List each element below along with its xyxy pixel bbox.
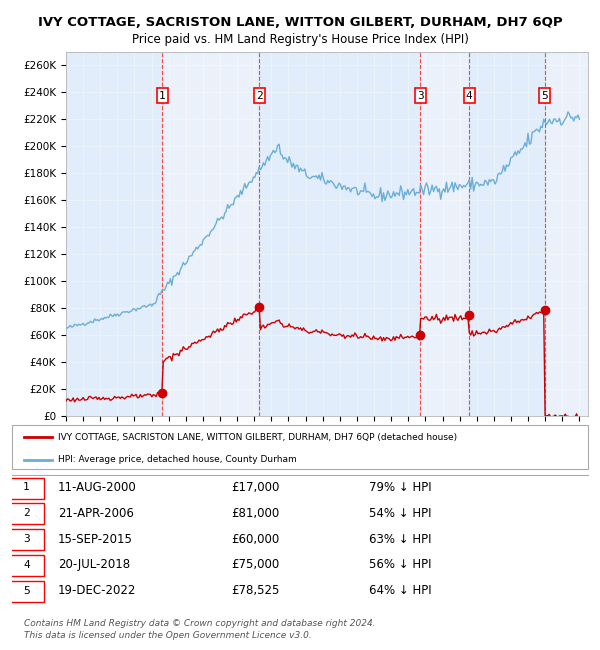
Text: 54% ↓ HPI: 54% ↓ HPI (369, 507, 431, 520)
Text: 79% ↓ HPI: 79% ↓ HPI (369, 481, 432, 494)
Bar (66, 52, 162, 416)
Text: £17,000: £17,000 (231, 481, 279, 494)
Text: 56% ↓ HPI: 56% ↓ HPI (369, 558, 431, 571)
Text: Contains HM Land Registry data © Crown copyright and database right 2024.: Contains HM Land Registry data © Crown c… (24, 619, 376, 628)
Text: 11-AUG-2000: 11-AUG-2000 (58, 481, 137, 494)
FancyBboxPatch shape (9, 555, 44, 576)
Text: IVY COTTAGE, SACRISTON LANE, WITTON GILBERT, DURHAM, DH7 6QP: IVY COTTAGE, SACRISTON LANE, WITTON GILB… (38, 16, 562, 29)
FancyBboxPatch shape (9, 581, 44, 602)
Text: £78,525: £78,525 (231, 584, 279, 597)
Text: 4: 4 (23, 560, 30, 570)
Text: HPI: Average price, detached house, County Durham: HPI: Average price, detached house, Coun… (58, 455, 297, 464)
Text: 1: 1 (23, 482, 30, 493)
Text: 3: 3 (23, 534, 30, 544)
Text: 64% ↓ HPI: 64% ↓ HPI (369, 584, 432, 597)
Text: 19-DEC-2022: 19-DEC-2022 (58, 584, 136, 597)
FancyBboxPatch shape (9, 504, 44, 525)
Bar (162, 52, 259, 416)
Text: 5: 5 (23, 586, 30, 596)
Bar (469, 52, 545, 416)
Text: 63% ↓ HPI: 63% ↓ HPI (369, 532, 431, 545)
Text: Price paid vs. HM Land Registry's House Price Index (HPI): Price paid vs. HM Land Registry's House … (131, 32, 469, 46)
Text: £60,000: £60,000 (231, 532, 279, 545)
Bar (259, 52, 421, 416)
Text: IVY COTTAGE, SACRISTON LANE, WITTON GILBERT, DURHAM, DH7 6QP (detached house): IVY COTTAGE, SACRISTON LANE, WITTON GILB… (58, 433, 457, 442)
Text: 2: 2 (256, 91, 263, 101)
Bar (545, 52, 588, 416)
FancyBboxPatch shape (9, 529, 44, 551)
Text: 5: 5 (541, 91, 548, 101)
Text: 1: 1 (159, 91, 166, 101)
FancyBboxPatch shape (12, 425, 588, 469)
Text: 2: 2 (23, 508, 30, 518)
Text: 15-SEP-2015: 15-SEP-2015 (58, 532, 133, 545)
Text: £81,000: £81,000 (231, 507, 279, 520)
Text: This data is licensed under the Open Government Licence v3.0.: This data is licensed under the Open Gov… (24, 630, 312, 640)
Bar (421, 52, 469, 416)
Text: 20-JUL-2018: 20-JUL-2018 (58, 558, 130, 571)
FancyBboxPatch shape (9, 478, 44, 499)
Text: 3: 3 (417, 91, 424, 101)
Text: £75,000: £75,000 (231, 558, 279, 571)
Text: 21-APR-2006: 21-APR-2006 (58, 507, 134, 520)
Text: 4: 4 (466, 91, 472, 101)
